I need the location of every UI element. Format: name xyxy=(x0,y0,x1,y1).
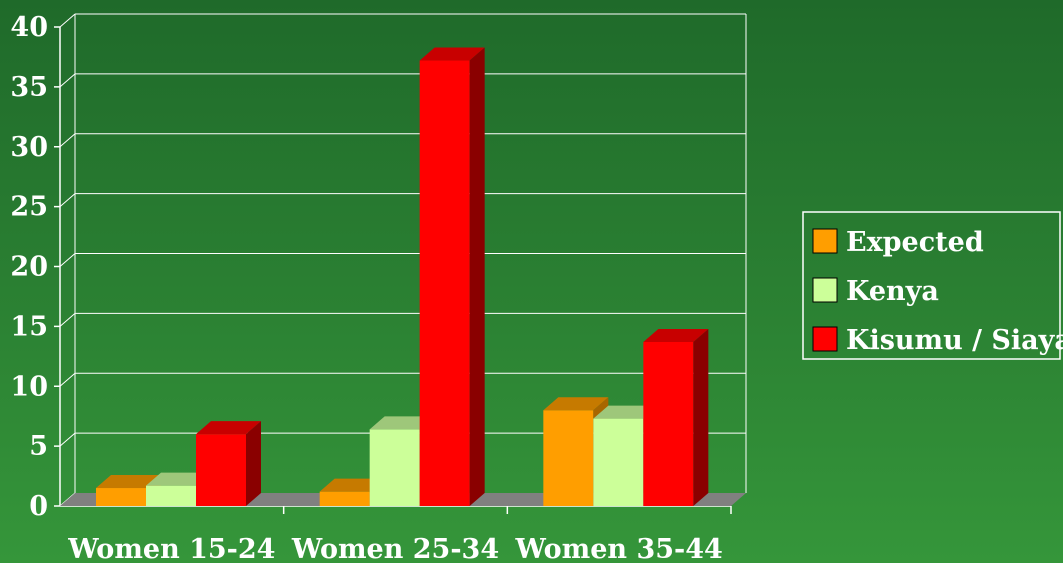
y-tick-label: 25 xyxy=(10,192,48,223)
legend-box xyxy=(802,211,1061,360)
y-tick-labels: 0 5 10 15 20 25 30 35 40 xyxy=(10,12,48,522)
grid-lines xyxy=(59,13,746,507)
bar-1-2 xyxy=(419,47,485,506)
x-category-labels: Women 15-24 Women 25-34 Women 35-44 xyxy=(67,534,723,563)
side-wall-gridline xyxy=(59,73,76,88)
bar-top xyxy=(543,397,609,411)
x-category-label: Women 25-34 xyxy=(291,534,499,563)
legend-label: Kisumu / Siaya xyxy=(846,325,1063,356)
bar-side xyxy=(246,421,261,506)
bar-2-2 xyxy=(643,328,709,506)
legend-swatch xyxy=(812,326,838,352)
bar-top xyxy=(643,328,709,342)
bars xyxy=(96,47,709,506)
bar-top xyxy=(369,416,435,430)
bar-front xyxy=(96,488,146,506)
y-tick-label: 20 xyxy=(10,252,48,283)
y-tick-label: 15 xyxy=(10,311,48,342)
side-wall-gridline xyxy=(59,312,76,327)
bar-top xyxy=(593,405,659,419)
legend-item: Expected xyxy=(812,227,984,258)
legend-label: Expected xyxy=(846,227,984,258)
bar-side xyxy=(693,328,709,506)
bar-front xyxy=(419,60,470,506)
bar-top xyxy=(146,472,211,486)
bar-0-2 xyxy=(196,421,261,506)
legend-swatch xyxy=(812,277,838,303)
legend-item: Kisumu / Siaya xyxy=(812,325,1063,356)
y-tick-label: 40 xyxy=(10,12,48,43)
side-wall-gridline xyxy=(59,193,76,208)
x-category-label: Women 15-24 xyxy=(67,534,275,563)
bar-top xyxy=(96,475,161,489)
side-wall-gridline xyxy=(59,13,76,28)
y-tick-label: 0 xyxy=(29,491,48,522)
side-wall-gridline xyxy=(59,372,76,387)
y-tick-label: 5 xyxy=(29,431,48,462)
y-tick-label: 10 xyxy=(10,371,48,402)
bar-front xyxy=(319,491,370,506)
bar-front xyxy=(196,434,246,506)
bar-front xyxy=(643,341,694,506)
bar-top xyxy=(319,478,385,492)
legend: Expected Kenya Kisumu / Siaya xyxy=(802,211,1063,360)
side-wall-gridline xyxy=(59,133,76,148)
bar-side xyxy=(469,47,485,506)
x-category-label: Women 35-44 xyxy=(515,534,723,563)
side-wall-gridline xyxy=(59,432,76,447)
bar-front xyxy=(146,485,196,506)
bar-front xyxy=(593,418,644,506)
side-wall-gridline xyxy=(59,253,76,267)
bar-top xyxy=(196,421,261,435)
bar-front xyxy=(369,429,420,506)
legend-swatch xyxy=(812,228,838,254)
bar-front xyxy=(543,410,594,506)
legend-label: Kenya xyxy=(846,276,939,307)
y-tick-label: 35 xyxy=(10,72,48,103)
bar-top xyxy=(419,47,485,61)
legend-item: Kenya xyxy=(812,276,939,307)
y-tick-label: 30 xyxy=(10,132,48,163)
